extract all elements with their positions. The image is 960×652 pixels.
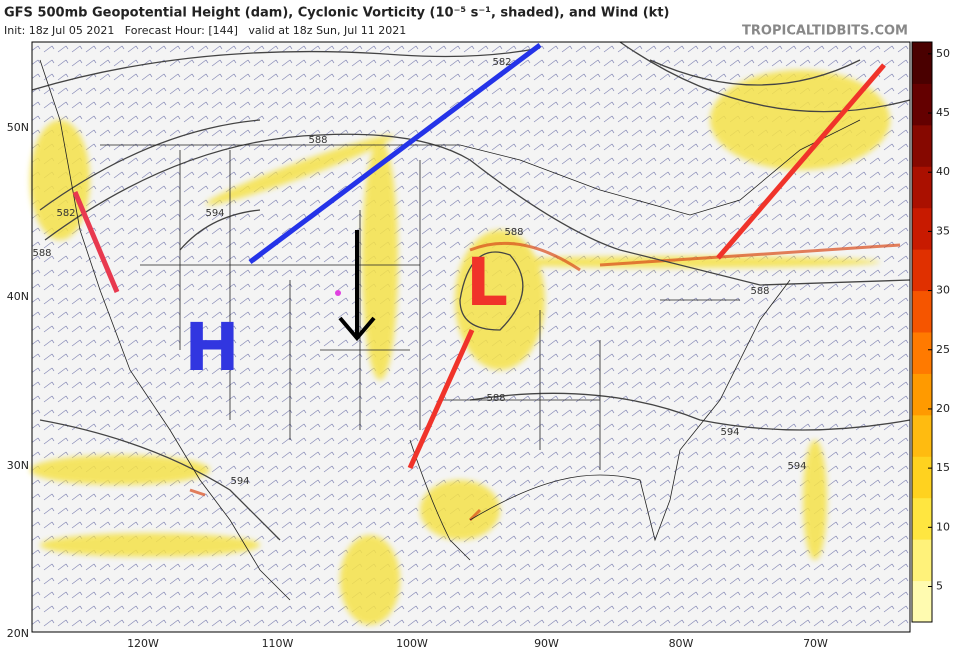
colorbar-label: 40 <box>936 165 950 178</box>
contour-label: 594 <box>720 427 739 438</box>
colorbar-label: 50 <box>936 47 950 60</box>
colorbar: 5 10 15 20 25 30 35 40 45 50 <box>911 41 950 623</box>
colorbar-swatch <box>912 497 932 540</box>
colorbar-swatch <box>912 249 932 292</box>
contour-label: 588 <box>486 393 505 404</box>
low-marker: L <box>466 244 508 321</box>
colorbar-label: 25 <box>936 343 950 356</box>
lon-label: 110W <box>262 637 294 650</box>
colorbar-swatch <box>912 166 932 209</box>
lat-label: 40N <box>7 290 29 303</box>
contour-label: 594 <box>230 476 249 487</box>
colorbar-swatch <box>912 373 932 416</box>
colorbar-swatch <box>912 414 932 457</box>
contour-label: 582 <box>56 208 75 219</box>
lat-label: 30N <box>7 459 29 472</box>
contour-label: 594 <box>787 461 806 472</box>
colorbar-frame <box>911 41 933 623</box>
contour-label: 582 <box>492 57 511 68</box>
colorbar-swatch <box>912 580 932 623</box>
colorbar-swatch <box>912 124 932 167</box>
contour-label: 588 <box>308 135 327 146</box>
colorbar-swatch <box>912 290 932 333</box>
colorbar-label: 5 <box>936 579 943 592</box>
lon-label: 80W <box>669 637 694 650</box>
colorbar-swatch <box>912 539 932 582</box>
colorbar-swatch <box>912 332 932 374</box>
colorbar-label: 35 <box>936 224 950 237</box>
lat-label: 20N <box>7 627 29 640</box>
colorbar-swatch <box>912 42 932 84</box>
colorbar-swatch <box>912 83 932 126</box>
title: GFS 500mb Geopotential Height (dam), Cyc… <box>4 6 670 21</box>
lon-label: 120W <box>127 637 159 650</box>
contour-label: 588 <box>504 227 523 238</box>
colorbar-swatch <box>912 456 932 499</box>
subtitle: Init: 18z Jul 05 2021 Forecast Hour: [14… <box>4 24 406 37</box>
high-marker: H <box>184 309 239 386</box>
colorbar-label: 45 <box>936 106 950 119</box>
lon-label: 90W <box>534 637 559 650</box>
contour-label: 588 <box>32 248 51 259</box>
colorbar-label: 30 <box>936 284 950 297</box>
contour-label: 594 <box>205 208 224 219</box>
colorbar-label: 15 <box>936 461 950 474</box>
map: H L <box>30 41 911 633</box>
colorbar-label: 10 <box>936 520 950 533</box>
colorbar-swatch <box>912 207 932 250</box>
contour-label: 588 <box>750 286 769 297</box>
lat-label: 50N <box>7 121 29 134</box>
lon-label: 70W <box>803 637 828 650</box>
source: TROPICALTIDBITS.COM <box>742 24 908 39</box>
lon-label: 100W <box>396 637 428 650</box>
colorbar-label: 20 <box>936 402 950 415</box>
